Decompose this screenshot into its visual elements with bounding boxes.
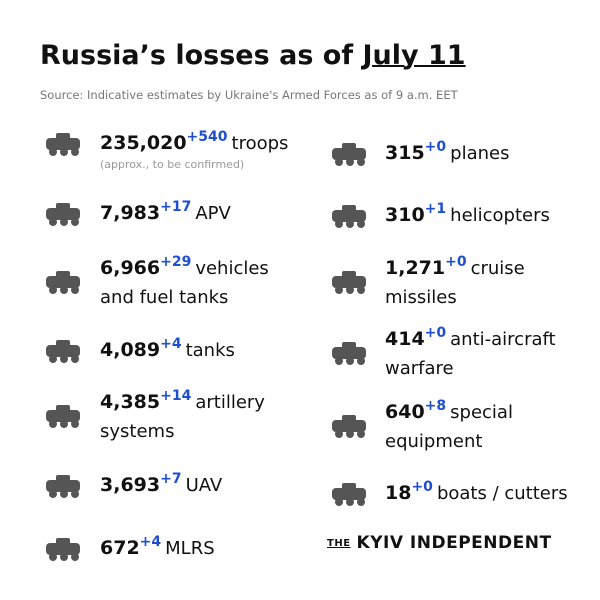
label: anti-aircraft	[450, 329, 556, 350]
change: +540	[186, 129, 228, 145]
label: special	[450, 402, 513, 423]
change: +7	[160, 471, 182, 487]
value: 4,385	[100, 391, 161, 413]
label: troops	[231, 133, 289, 154]
label: tanks	[185, 340, 235, 361]
loss-item: 7,983+17 APV	[100, 199, 231, 229]
loss-item: 640+8 special equipment	[385, 398, 513, 455]
loss-item: 18+0 boats / cutters	[385, 479, 568, 509]
brand-name: KYIV INDEPENDENT	[356, 533, 552, 553]
line: 6,966+29 vehicles	[100, 254, 269, 284]
line: 18+0 boats / cutters	[385, 479, 568, 509]
loss-item: 315+0 planes	[385, 139, 510, 169]
title: Russia’s losses as of July 11	[40, 40, 466, 71]
value: 7,983	[100, 202, 161, 224]
label: cruise	[470, 258, 525, 279]
value: 6,966	[100, 257, 161, 279]
label: vehicles	[195, 258, 269, 279]
label: MLRS	[165, 538, 215, 559]
icon	[332, 415, 366, 438]
label-2: systems	[100, 421, 175, 442]
icon	[46, 339, 80, 363]
change: +8	[424, 398, 447, 414]
value: 672	[100, 537, 140, 559]
line: 1,271+0 cruise	[385, 254, 525, 284]
label: helicopters	[450, 205, 550, 226]
change: +4	[139, 534, 162, 550]
label: UAV	[185, 475, 223, 496]
line: 414+0 anti-aircraft	[385, 325, 556, 355]
value: 310	[385, 204, 425, 226]
change: +4	[160, 336, 182, 352]
icon	[332, 482, 366, 506]
line: 315+0 planes	[385, 139, 510, 169]
line: 4,089+4 tanks	[100, 336, 235, 366]
icon	[332, 342, 366, 365]
icon	[46, 132, 80, 156]
label: artillery	[195, 392, 265, 413]
note: (approx., to be confirmed)	[100, 158, 245, 171]
icon	[46, 271, 80, 294]
value: 4,089	[100, 339, 161, 361]
label-2: equipment	[385, 431, 483, 452]
line: 3,693+7 UAV	[100, 471, 223, 501]
line: 672+4 MLRS	[100, 534, 215, 564]
label-2: and fuel tanks	[100, 287, 229, 308]
icon	[332, 271, 366, 294]
icon	[46, 202, 80, 226]
loss-item: 414+0 anti-aircraft warfare	[385, 325, 556, 382]
loss-item: 4,089+4 tanks	[100, 336, 235, 366]
line: 310+1 helicopters	[385, 201, 550, 231]
label: planes	[450, 143, 510, 164]
value: 640	[385, 401, 425, 423]
icon	[46, 474, 80, 498]
title-text: Russia’s losses	[40, 40, 270, 71]
title-asof: as of	[279, 40, 354, 71]
change: +17	[160, 199, 192, 215]
label-2: warfare	[385, 358, 454, 379]
value: 414	[385, 328, 425, 350]
line: 640+8 special	[385, 398, 513, 428]
brand-prefix: THE	[327, 538, 351, 549]
loss-item: 1,271+0 cruise missiles	[385, 254, 525, 311]
label: APV	[195, 203, 231, 224]
change: +0	[424, 139, 447, 155]
icon	[332, 204, 366, 228]
icon	[46, 537, 80, 561]
loss-item: 6,966+29 vehicles and fuel tanks	[100, 254, 269, 311]
value: 3,693	[100, 474, 161, 496]
loss-item: 4,385+14 artillery systems	[100, 388, 265, 445]
loss-item: 235,020+540 troops (approx., to be confirm…	[100, 129, 289, 171]
change: +1	[424, 201, 447, 217]
value: 1,271	[385, 257, 446, 279]
loss-item: 3,693+7 UAV	[100, 471, 223, 501]
value: 315	[385, 142, 425, 164]
icon	[332, 142, 366, 166]
source: Source: Indicative estimates by Ukraine'…	[40, 88, 458, 102]
line: 235,020+540 troops	[100, 129, 289, 159]
brand: THE KYIV INDEPENDENT	[327, 533, 552, 553]
loss-item: 310+1 helicopters	[385, 201, 550, 231]
change: +0	[424, 325, 447, 341]
title-date: July 11	[362, 40, 466, 71]
change: +14	[160, 388, 192, 404]
value: 235,020	[100, 132, 187, 154]
line: 7,983+17 APV	[100, 199, 231, 229]
change: +0	[445, 254, 467, 270]
label: boats / cutters	[436, 483, 568, 504]
line: 4,385+14 artillery	[100, 388, 265, 418]
change: +0	[411, 479, 433, 495]
change: +29	[160, 254, 192, 270]
icon	[46, 405, 80, 428]
loss-item: 672+4 MLRS	[100, 534, 215, 564]
value: 18	[385, 482, 412, 504]
label-2: missiles	[385, 287, 457, 308]
